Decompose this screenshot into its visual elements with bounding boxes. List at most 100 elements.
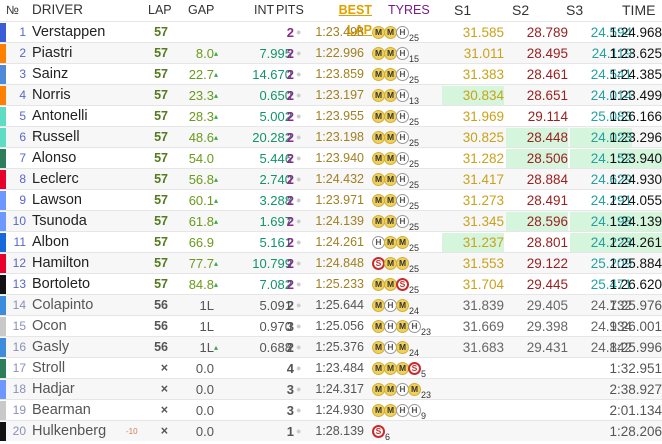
- lap-count: 56: [154, 298, 168, 312]
- table-row[interactable]: 7 Alonso 57 54.0 5.446 ● 2 1:23.940 M M H 25 31.282 2…: [0, 147, 662, 169]
- driver-name[interactable]: Piastri: [32, 45, 73, 61]
- table-row[interactable]: 8 Leclerc 57 56.8 ▴ 2.740 ● 2 1:24.432 M M H 25 31.41…: [0, 168, 662, 190]
- pit-status-dot-icon: ●: [296, 195, 302, 205]
- driver-name[interactable]: Colapinto: [32, 297, 94, 313]
- table-row[interactable]: 9 Lawson 57 60.1 ▴ 3.288 ● 2 1:23.971 M M H 25 31.273…: [0, 189, 662, 211]
- table-row[interactable]: 5 Antonelli 57 28.3 ▴ 5.002 ● 2 1:23.955 M M H 25 31.…: [0, 105, 662, 127]
- tyre-medium-icon: M: [396, 236, 409, 249]
- tyre-laps: 25: [409, 222, 420, 232]
- team-color-bar: [0, 107, 6, 126]
- table-row[interactable]: 2 Piastri 57 8.0 ▴ 7.995 ● 2 1:22.996 M M H 15 31.011…: [0, 42, 662, 64]
- driver-name[interactable]: Tsunoda: [32, 213, 87, 229]
- s1-highlight: [442, 86, 504, 105]
- table-row[interactable]: 1 Verstappen 57 ● 2 1:23.498 M M H 25 31.585 28.789…: [0, 21, 662, 43]
- team-color-bar: [0, 296, 6, 315]
- table-row[interactable]: 11 Albon 57 66.9 5.161 ● 2 1:24.261 H M M 25 31.237 2…: [0, 231, 662, 253]
- sector-2: 29.431: [526, 340, 568, 355]
- tyre-medium-icon: M: [384, 26, 397, 39]
- interval-value: 1.697: [259, 214, 292, 229]
- header-no: №: [6, 3, 19, 17]
- gap-trend-icon: ▴: [214, 259, 219, 268]
- header-s1[interactable]: S1: [454, 2, 472, 18]
- gap-value: 61.8: [188, 214, 214, 229]
- driver-name[interactable]: Norris: [32, 87, 71, 103]
- tyre-history: S M M 25: [372, 253, 440, 274]
- header-gap[interactable]: GAP: [188, 3, 215, 17]
- table-row[interactable]: 17 Stroll × 0.0 ● 4 1:23.484 M M M S 5 1:32.951: [0, 357, 662, 379]
- driver-name[interactable]: Hulkenberg: [32, 423, 107, 439]
- header-driver[interactable]: DRIVER: [32, 2, 84, 17]
- lap-count: ×: [160, 424, 168, 438]
- sector-3: 24.291: [590, 193, 632, 208]
- table-row[interactable]: 16 Gasly 56 1L ▴ 0.688 ● 2 1:25.376 M H M 24 31.683 29…: [0, 336, 662, 358]
- sector-2: [504, 358, 568, 379]
- pit-status-dot-icon: ●: [296, 174, 302, 184]
- sector-2: 28.506: [526, 151, 568, 166]
- tyre-laps: 13: [409, 96, 420, 106]
- table-row[interactable]: 10 Tsunoda 57 61.8 ▴ 1.697 ● 2 1:24.139 M M H 25 31.3…: [0, 210, 662, 232]
- sector-2: 28.789: [526, 25, 568, 40]
- best-lap: 1:24.930: [315, 403, 364, 417]
- driver-name[interactable]: Gasly: [32, 339, 70, 355]
- tyre-laps: 23: [421, 390, 432, 400]
- gap-value: 23.3: [188, 88, 214, 103]
- gap-value: 0.0: [195, 382, 214, 397]
- pit-status-dot-icon: ●: [296, 48, 302, 58]
- gap-value: 28.3: [188, 109, 214, 124]
- table-row[interactable]: 6 Russell 57 48.6 ▴ 20.282 ● 2 1:23.198 M M H 25 30.8…: [0, 126, 662, 148]
- header-best-lap[interactable]: BEST LAP: [338, 3, 372, 37]
- best-lap: 1:28.139: [315, 424, 364, 438]
- table-row[interactable]: 20 Hulkenberg -10 × 0.0 ● 1 1:28.139 S 6 1:28.206: [0, 420, 662, 442]
- header-int[interactable]: INT: [254, 3, 275, 17]
- driver-name[interactable]: Ocon: [32, 318, 67, 334]
- sector-1: 31.585: [462, 25, 504, 40]
- header-time[interactable]: TIME: [622, 2, 656, 18]
- pit-status-dot-icon: ●: [296, 111, 302, 121]
- driver-name[interactable]: Stroll: [32, 360, 66, 376]
- position: 3: [19, 67, 26, 81]
- sector-2: 29.114: [527, 109, 568, 124]
- gap-trend-icon: [214, 232, 222, 253]
- tyre-hard-icon: H: [408, 320, 421, 333]
- driver-name[interactable]: Verstappen: [32, 24, 106, 40]
- sector-2: [504, 421, 568, 442]
- table-row[interactable]: 4 Norris 57 23.3 ▴ 0.650 ● 2 1:23.197 M M H 13 30.834…: [0, 84, 662, 106]
- driver-name[interactable]: Bortoleto: [32, 276, 91, 292]
- table-row[interactable]: 13 Bortoleto 57 84.8 ▴ 7.082 ● 2 1:25.233 M M S 25 31…: [0, 273, 662, 295]
- s1-highlight: [442, 233, 504, 252]
- table-row[interactable]: 19 Bearman × 0.0 ● 3 1:24.930 M M H H 9 2:01.134: [0, 399, 662, 421]
- tyre-history: H M M 25: [372, 232, 440, 253]
- sector-2: 28.461: [526, 67, 568, 82]
- table-row[interactable]: 12 Hamilton 57 77.7 ▴ 10.799 ● 2 1:24.848 S M M 25 31…: [0, 252, 662, 274]
- driver-name[interactable]: Hamilton: [32, 255, 90, 271]
- table-row[interactable]: 3 Sainz 57 22.7 ▴ 14.670 ● 2 1:23.859 M M H 25 31.383…: [0, 63, 662, 85]
- best-lap: 1:25.233: [315, 277, 364, 291]
- header-s2[interactable]: S2: [512, 2, 530, 18]
- driver-name[interactable]: Albon: [32, 234, 70, 250]
- header-tyres[interactable]: TYRES: [388, 3, 430, 17]
- tyre-medium-icon: M: [372, 194, 385, 207]
- last-lap-time: 1:26.620: [609, 277, 662, 292]
- gap-trend-icon: ▴: [214, 217, 219, 226]
- driver-name[interactable]: Russell: [32, 129, 80, 145]
- table-row[interactable]: 15 Ocon 56 1L 0.970 ● 3 1:25.056 M H M H 23 31.669 29.…: [0, 315, 662, 337]
- driver-name[interactable]: Alonso: [32, 150, 77, 166]
- table-row[interactable]: 14 Colapinto 56 1L 5.091 ● 2 1:25.644 M H M 24 31.83…: [0, 294, 662, 316]
- driver-name[interactable]: Leclerc: [32, 171, 79, 187]
- driver-name[interactable]: Lawson: [32, 192, 82, 208]
- s3-highlight: [570, 128, 632, 147]
- driver-name[interactable]: Bearman: [32, 402, 91, 418]
- team-color-bar: [0, 254, 6, 273]
- driver-name[interactable]: Sainz: [32, 66, 69, 82]
- header-pits[interactable]: PITS: [276, 3, 304, 17]
- tyre-history: M M H 25: [372, 22, 440, 43]
- table-row[interactable]: 18 Hadjar × 0.0 ● 3 1:24.317 M M H M 23 2:38.927: [0, 378, 662, 400]
- sector-2: 28.491: [526, 193, 568, 208]
- header-s3[interactable]: S3: [566, 2, 584, 18]
- driver-name[interactable]: Hadjar: [32, 381, 75, 397]
- interval-value: 0.650: [259, 88, 292, 103]
- header-lap[interactable]: LAP: [148, 3, 172, 17]
- time-highlight: [600, 233, 662, 252]
- driver-name[interactable]: Antonelli: [32, 108, 88, 124]
